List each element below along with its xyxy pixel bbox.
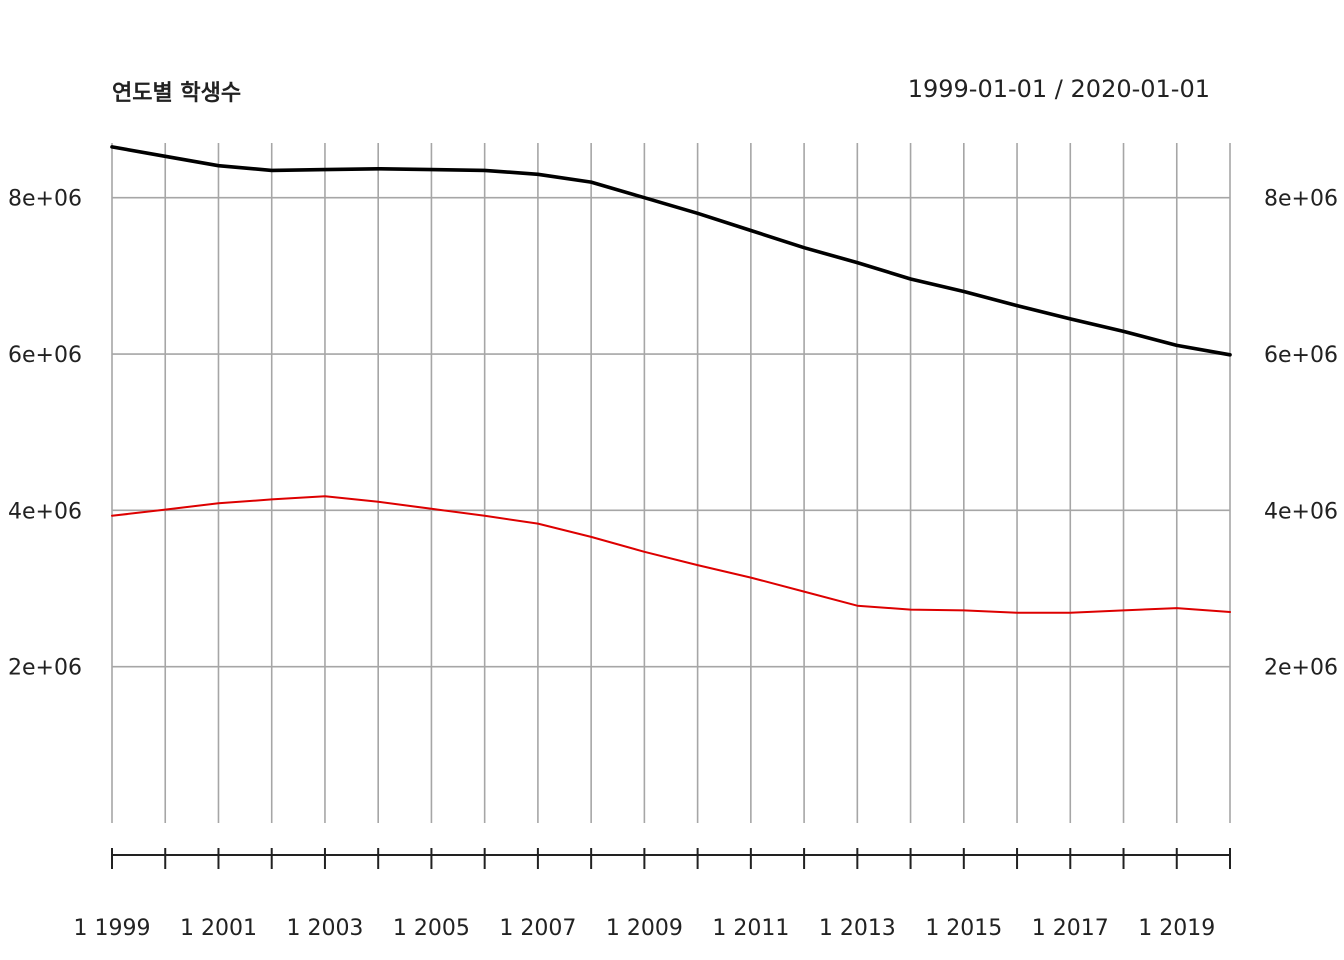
x-tick-label: 1 2009 xyxy=(606,916,683,941)
series-lines xyxy=(110,145,1232,614)
x-tick-label: 1 2019 xyxy=(1138,916,1215,941)
y-tick-label-left: 4e+06 xyxy=(8,499,82,524)
x-tick-label: 1 2007 xyxy=(499,916,576,941)
gridlines xyxy=(111,143,1231,823)
x-tick-label: 1 2015 xyxy=(925,916,1002,941)
y-tick-label-left: 2e+06 xyxy=(8,656,82,681)
x-tick-label: 1 2001 xyxy=(180,916,257,941)
x-axis: 1 1999 1 2001 1 2003 1 2005 1 2007 1 2009 1 20… xyxy=(74,848,1231,941)
x-tick-label: 1 2005 xyxy=(393,916,470,941)
chart-title: 연도별 학생수 xyxy=(112,81,241,106)
y-tick-label-right: 8e+06 xyxy=(1264,187,1338,212)
series-line-2 xyxy=(111,495,1231,614)
y-tick-label-left: 8e+06 xyxy=(8,187,82,212)
y-tick-label-left: 6e+06 xyxy=(8,343,82,368)
x-tick-label: 1 2017 xyxy=(1032,916,1109,941)
x-tick-label: 1 2013 xyxy=(819,916,896,941)
date-range-label: 1999-01-01 / 2020-01-01 xyxy=(908,75,1210,103)
x-tick-label: 1 2011 xyxy=(712,916,789,941)
y-axis-labels: 2e+06 2e+06 4e+06 4e+06 6e+06 6e+06 8e+06 8e+06 xyxy=(8,187,1338,681)
x-tick-label: 1 1999 xyxy=(74,916,151,941)
y-tick-label-right: 4e+06 xyxy=(1264,499,1338,524)
y-tick-label-right: 6e+06 xyxy=(1264,343,1338,368)
x-tick-label: 1 2003 xyxy=(286,916,363,941)
series-line-1 xyxy=(110,145,1232,357)
y-tick-label-right: 2e+06 xyxy=(1264,656,1338,681)
